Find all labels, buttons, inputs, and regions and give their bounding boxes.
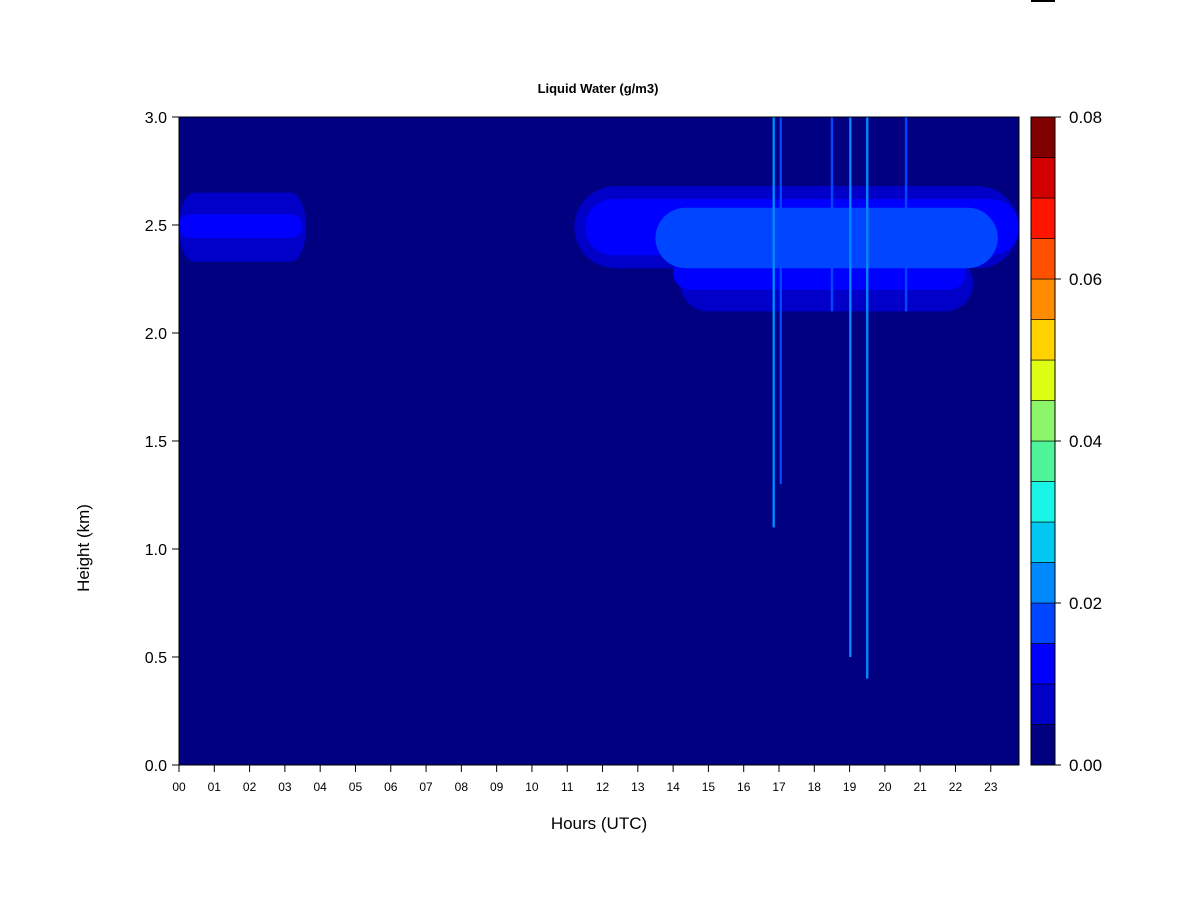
colorbar-swatch xyxy=(1030,562,1056,604)
y-tick-label: 2.0 xyxy=(145,326,167,343)
colorbar-swatch xyxy=(1030,683,1056,725)
x-tick-label: 00 xyxy=(172,780,186,794)
cloud-column-5 xyxy=(904,117,908,312)
colorbar-tick-label: 0.06 xyxy=(1069,270,1102,289)
cloud-column-1 xyxy=(779,117,782,485)
x-tick-label: 19 xyxy=(843,780,857,794)
x-tick-label: 04 xyxy=(313,780,327,794)
x-tick-label: 01 xyxy=(208,780,222,794)
y-tick-label: 0.5 xyxy=(145,650,167,667)
y-tick-label: 1.5 xyxy=(145,434,167,451)
colorbar-swatch xyxy=(1030,521,1056,563)
colorbar-swatch xyxy=(1030,481,1056,523)
colorbar-swatch xyxy=(1030,724,1056,766)
colorbar-tick-label: 0.08 xyxy=(1069,108,1102,127)
x-tick-label: 08 xyxy=(455,780,469,794)
colorbar-swatch xyxy=(1030,359,1056,401)
x-tick-label: 11 xyxy=(561,780,574,794)
cloud-column-4 xyxy=(866,117,869,679)
x-tick-label: 14 xyxy=(666,780,680,794)
x-tick-label: 22 xyxy=(949,780,963,794)
colorbar-swatch xyxy=(1030,602,1056,644)
colorbar-swatch xyxy=(1030,278,1056,320)
corner-mark xyxy=(1031,0,1055,2)
x-tick-label: 05 xyxy=(349,780,363,794)
x-tick-label: 16 xyxy=(737,780,751,794)
plot-area xyxy=(179,117,1019,765)
colorbar-swatch xyxy=(1030,400,1056,442)
cloud-column-2 xyxy=(830,117,834,312)
colorbar-swatch xyxy=(1030,440,1056,482)
cloud-column-0 xyxy=(772,117,775,528)
y-tick-label: 0.0 xyxy=(145,758,167,775)
colorbar-tick-label: 0.02 xyxy=(1069,594,1102,613)
y-tick-label: 2.5 xyxy=(145,218,167,235)
x-tick-label: 06 xyxy=(384,780,398,794)
x-axis: 00 01 02 03 04 05 06 07 08 09 10 11 12 13 14 15 16 17 18 19… xyxy=(172,765,998,794)
colorbar-swatch xyxy=(1030,238,1056,280)
cloud-column-3 xyxy=(849,117,852,657)
colorbar-tick-label: 0.04 xyxy=(1069,432,1102,451)
x-tick-label: 10 xyxy=(525,780,539,794)
x-tick-label: 21 xyxy=(913,780,927,794)
x-tick-label: 02 xyxy=(243,780,257,794)
y-tick-label: 1.0 xyxy=(145,542,167,559)
x-tick-label: 13 xyxy=(631,780,645,794)
colorbar-swatch xyxy=(1030,157,1056,199)
colorbar-swatch xyxy=(1030,319,1056,361)
x-tick-label: 17 xyxy=(772,780,786,794)
cloud-layer-1 xyxy=(179,214,303,238)
x-tick-label: 18 xyxy=(808,780,822,794)
y-axis-label: Height (km) xyxy=(74,504,93,592)
colorbar-tick-label: 0.00 xyxy=(1069,756,1102,775)
x-tick-label: 20 xyxy=(878,780,892,794)
colorbar-swatch xyxy=(1030,116,1056,158)
colorbar: 0.00 0.02 0.04 0.06 0.08 xyxy=(1030,108,1102,775)
x-axis-label: Hours (UTC) xyxy=(551,814,647,833)
colorbar-swatch xyxy=(1030,197,1056,239)
colorbar-swatch xyxy=(1030,643,1056,685)
y-tick-label: 3.0 xyxy=(145,110,167,127)
chart-title: Liquid Water (g/m3) xyxy=(538,81,659,96)
x-tick-label: 15 xyxy=(702,780,716,794)
x-tick-label: 23 xyxy=(984,780,998,794)
x-tick-label: 09 xyxy=(490,780,504,794)
cloud-layer-6 xyxy=(655,207,998,269)
x-tick-label: 03 xyxy=(278,780,292,794)
y-axis: 0.0 0.5 1.0 1.5 2.0 2.5 3.0 xyxy=(145,110,179,775)
x-tick-label: 07 xyxy=(419,780,433,794)
x-tick-label: 12 xyxy=(596,780,610,794)
